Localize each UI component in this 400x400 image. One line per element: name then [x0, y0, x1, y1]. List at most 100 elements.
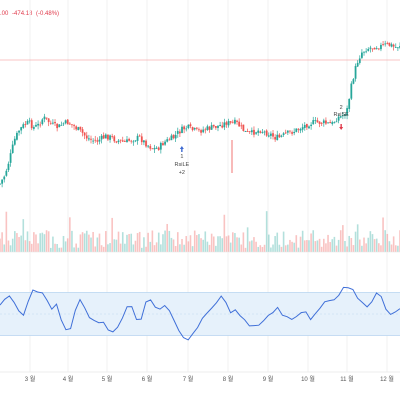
volume-bar — [280, 246, 283, 252]
signal-num: 2 — [340, 105, 343, 111]
volume-bar — [240, 244, 243, 252]
price-change-pct: (-0.48%) — [36, 11, 60, 17]
volume-bar — [242, 232, 245, 252]
candle-body — [195, 127, 198, 129]
volume-bar — [215, 245, 217, 252]
volume-bar — [81, 232, 84, 252]
candle-body — [329, 122, 332, 124]
volume-bar — [312, 230, 315, 252]
volume-bar — [35, 234, 37, 252]
volume-bar — [39, 233, 42, 252]
candle-body — [35, 124, 37, 127]
x-tick-label: 11 월 — [340, 375, 353, 383]
candle-body — [320, 122, 323, 124]
volume-bar — [9, 245, 12, 252]
volume-bar — [24, 240, 27, 252]
candle-body — [119, 139, 122, 141]
volume-bar — [212, 236, 215, 252]
candle-body — [96, 140, 99, 142]
candle-body — [341, 115, 344, 117]
volume-bar — [147, 232, 149, 252]
volume-bar — [394, 245, 397, 252]
candle-body — [45, 117, 48, 119]
volume-bar — [22, 219, 25, 252]
volume-bar — [323, 238, 325, 252]
candle-body — [325, 120, 327, 124]
volume-bar — [278, 244, 281, 252]
volume-bar — [196, 235, 198, 252]
candle-body — [64, 120, 67, 124]
candle-body — [54, 121, 56, 124]
volume-bar — [179, 244, 181, 252]
volume-bar — [210, 233, 213, 252]
candle-body — [361, 52, 363, 58]
volume-bar — [255, 241, 257, 252]
indicator-line — [0, 286, 400, 341]
candle-body — [310, 124, 313, 127]
volume-bar — [352, 245, 355, 252]
volume-bar — [251, 240, 253, 252]
volume-bar — [261, 246, 264, 252]
volume-bar — [56, 244, 58, 252]
candle-body — [147, 145, 150, 147]
x-tick-label: 8 월 — [223, 375, 234, 383]
candles — [0, 40, 400, 188]
candle-body — [126, 139, 128, 143]
candle-body — [246, 131, 249, 132]
candle-body — [382, 44, 384, 45]
volume-bar — [297, 247, 300, 252]
volume-bar — [361, 245, 363, 252]
candle-body — [166, 139, 169, 142]
volume-bar — [293, 242, 295, 252]
candle-body — [225, 122, 228, 125]
candle-body — [155, 147, 158, 149]
candle-body — [204, 129, 207, 131]
candle-body — [335, 121, 338, 123]
volume-bar — [282, 231, 285, 252]
volume-bar — [71, 230, 73, 252]
volume-bar — [350, 237, 353, 252]
volume-bar — [187, 241, 190, 252]
signal-qty: +2 — [179, 170, 185, 176]
candle-body — [71, 124, 73, 126]
volume-bar — [337, 239, 340, 252]
candle-body — [185, 128, 188, 130]
volume-bar — [363, 237, 365, 252]
volume-bar — [155, 242, 158, 252]
volume-bar — [134, 240, 137, 252]
volume-bar — [168, 230, 171, 252]
candle-body — [18, 130, 20, 133]
volume-bar — [291, 241, 293, 252]
x-tick-label: 3 월 — [25, 375, 36, 383]
candle-body — [189, 124, 192, 127]
volume-bar — [60, 247, 63, 252]
candle-body — [272, 133, 274, 137]
volume-bar — [113, 239, 116, 252]
volume-bar — [342, 225, 344, 252]
candle-body — [223, 122, 226, 128]
candle-body — [384, 43, 387, 45]
volume-bar — [102, 246, 105, 252]
volume-bar — [28, 241, 31, 252]
candle-body — [75, 126, 78, 130]
candle-body — [299, 129, 302, 131]
volume-bar — [5, 211, 8, 252]
volume-bar — [151, 230, 154, 252]
volume-bar — [384, 230, 386, 252]
candle-body — [79, 126, 82, 130]
volume-bar — [223, 214, 226, 252]
volume-bar — [316, 240, 319, 252]
volume-bar — [397, 245, 399, 252]
volume-bar — [301, 230, 304, 252]
candle-body — [380, 44, 382, 50]
volume-bar — [221, 238, 224, 252]
volume-bar — [73, 247, 75, 252]
candle-body — [20, 127, 23, 131]
volume-bar — [26, 231, 29, 252]
volume-bar — [0, 238, 1, 252]
volume-bar — [272, 244, 274, 252]
candle-body — [316, 120, 319, 123]
candle-body — [60, 124, 63, 126]
volume-bar — [204, 231, 207, 252]
